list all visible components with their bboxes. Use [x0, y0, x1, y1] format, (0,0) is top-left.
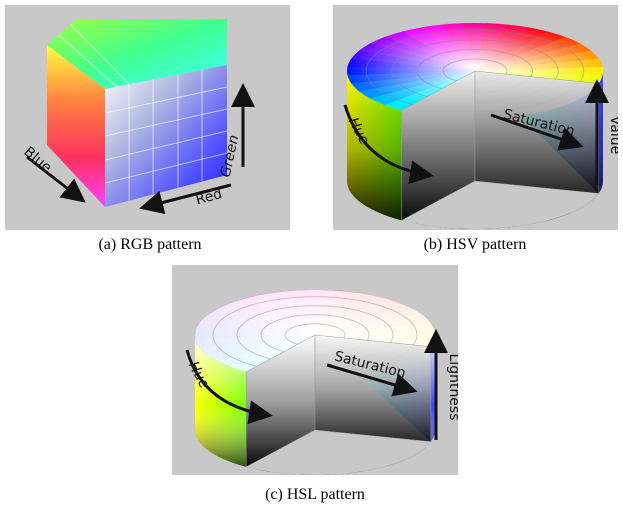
- axis-label: Value: [607, 116, 618, 154]
- caption: (b) HSV pattern: [325, 236, 623, 254]
- rgb-image: Blue Red Green: [5, 5, 290, 230]
- caption: (a) RGB pattern: [0, 236, 300, 254]
- caption: (c) HSL pattern: [165, 486, 465, 504]
- axis-label: Lightness: [446, 353, 458, 420]
- page: {"figures": [ {"caption": "(a) RGB patte…: [0, 0, 623, 518]
- cut-face: [315, 335, 431, 442]
